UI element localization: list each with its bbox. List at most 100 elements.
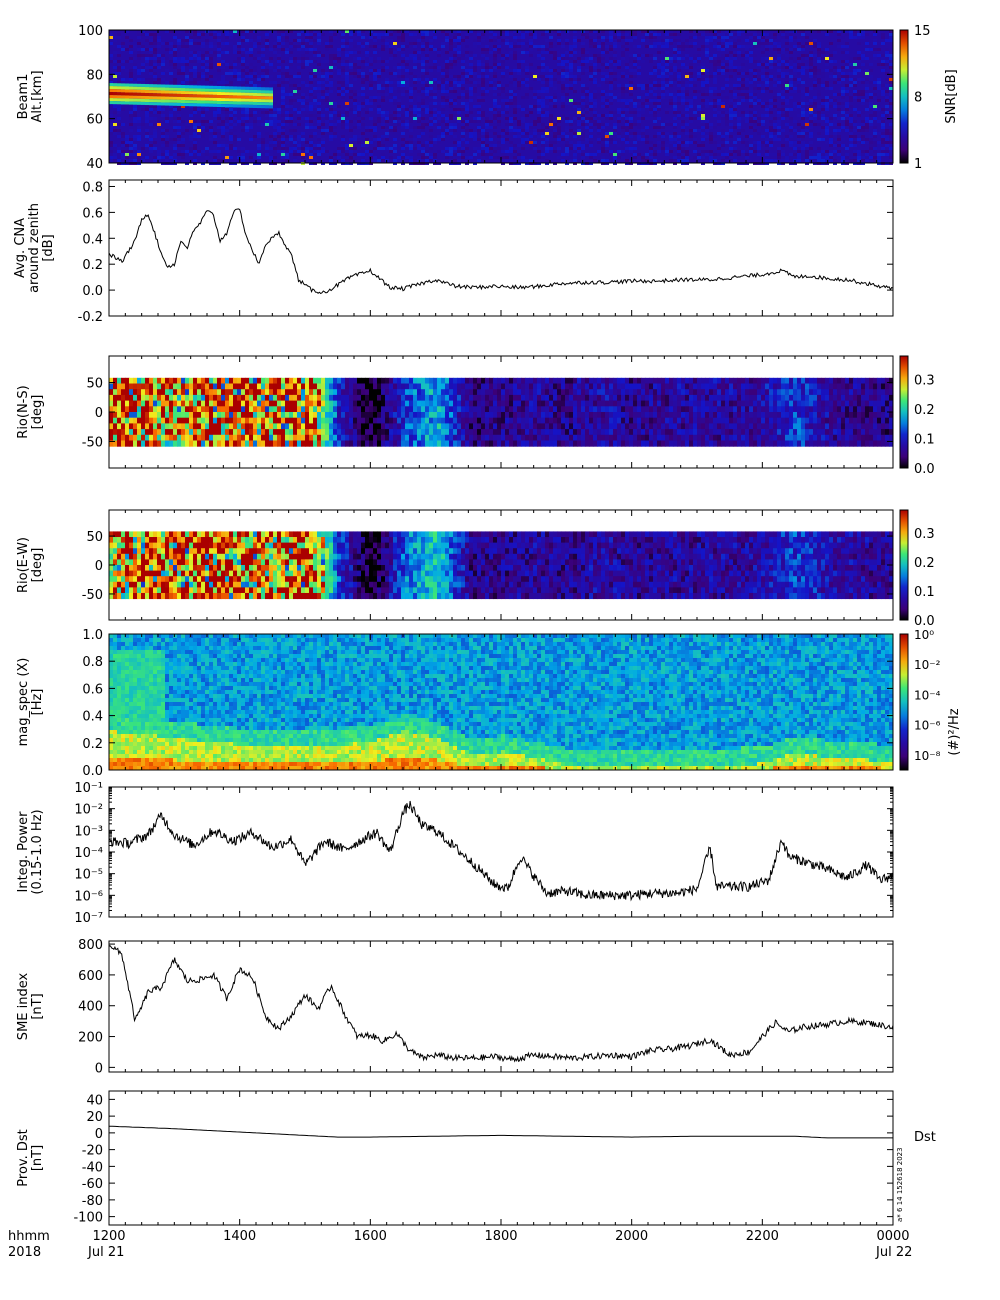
snr-cell bbox=[801, 99, 805, 102]
snr-cell bbox=[149, 105, 153, 108]
snr-cell bbox=[841, 93, 845, 96]
snr-cell bbox=[185, 51, 189, 54]
snr-cell bbox=[689, 30, 693, 33]
snr-cell bbox=[633, 132, 637, 135]
snr-cell bbox=[861, 135, 865, 138]
snr-cell bbox=[225, 33, 229, 36]
snr-cell bbox=[709, 126, 713, 129]
snr-cell bbox=[653, 36, 657, 39]
snr-cell bbox=[417, 57, 421, 60]
snr-cell bbox=[173, 81, 177, 84]
snr-cell bbox=[661, 87, 665, 90]
snr-cell bbox=[789, 75, 793, 78]
snr-cell bbox=[313, 153, 317, 156]
snr-cell bbox=[765, 45, 769, 48]
snr-cell bbox=[845, 60, 849, 63]
snr-cell bbox=[493, 156, 497, 159]
snr-cell bbox=[697, 126, 701, 129]
snr-cell bbox=[853, 84, 857, 87]
snr-cell bbox=[625, 102, 629, 105]
snr-cell bbox=[149, 78, 153, 81]
snr-cell bbox=[665, 57, 669, 60]
snr-cell bbox=[461, 93, 465, 96]
snr-cell bbox=[833, 132, 837, 135]
snr-cell bbox=[265, 144, 269, 147]
snr-cell bbox=[789, 108, 793, 111]
snr-cell bbox=[109, 159, 113, 162]
snr-cell bbox=[257, 60, 261, 63]
snr-cell bbox=[421, 117, 425, 120]
snr-cell bbox=[861, 99, 865, 102]
snr-cell bbox=[801, 117, 805, 120]
snr-cell bbox=[289, 63, 293, 66]
snr-layer-cell bbox=[113, 89, 117, 93]
snr-cell bbox=[253, 75, 257, 78]
snr-cell bbox=[797, 81, 801, 84]
snr-cell bbox=[401, 45, 405, 48]
snr-cell bbox=[349, 39, 353, 42]
snr-cell bbox=[569, 120, 573, 123]
snr-cell bbox=[617, 84, 621, 87]
snr-cell bbox=[689, 66, 693, 69]
snr-cell bbox=[753, 129, 757, 132]
snr-cell bbox=[825, 99, 829, 102]
snr-cell bbox=[741, 150, 745, 153]
snr-cell bbox=[673, 144, 677, 147]
snr-cell bbox=[645, 159, 649, 162]
snr-cell bbox=[653, 69, 657, 72]
snr-cell bbox=[797, 39, 801, 42]
snr-cell bbox=[149, 66, 153, 69]
snr-cell bbox=[769, 129, 773, 132]
snr-cell bbox=[209, 120, 213, 123]
snr-layer-cell bbox=[113, 92, 117, 96]
snr-cell bbox=[345, 42, 349, 45]
snr-cell bbox=[445, 96, 449, 99]
snr-cell bbox=[809, 114, 813, 117]
snr-cell bbox=[373, 99, 377, 102]
snr-cell bbox=[653, 33, 657, 36]
snr-cell bbox=[785, 99, 789, 102]
snr-cell bbox=[121, 60, 125, 63]
snr-cell bbox=[461, 126, 465, 129]
snr-cell bbox=[369, 108, 373, 111]
snr-cell bbox=[333, 111, 337, 114]
snr-cell bbox=[817, 111, 821, 114]
snr-cell bbox=[713, 54, 717, 57]
snr-cell bbox=[873, 33, 877, 36]
snr-cell bbox=[553, 69, 557, 72]
snr-cell bbox=[773, 153, 777, 156]
snr-cell bbox=[709, 60, 713, 63]
snr-cell bbox=[625, 39, 629, 42]
snr-cell bbox=[669, 69, 673, 72]
snr-cell bbox=[485, 48, 489, 51]
snr-cell bbox=[141, 156, 145, 159]
snr-cell bbox=[193, 75, 197, 78]
snr-cell bbox=[317, 36, 321, 39]
snr-cell bbox=[469, 111, 473, 114]
snr-cell bbox=[709, 132, 713, 135]
snr-cell bbox=[785, 135, 789, 138]
snr-cell bbox=[753, 93, 757, 96]
snr-cell bbox=[881, 60, 885, 63]
snr-cell bbox=[705, 84, 709, 87]
snr-cell bbox=[165, 156, 169, 159]
snr-cell bbox=[617, 66, 621, 69]
snr-cell bbox=[733, 84, 737, 87]
snr-cell bbox=[813, 123, 817, 126]
snr-cell bbox=[885, 135, 889, 138]
snr-cell bbox=[821, 114, 825, 117]
snr-cell bbox=[161, 60, 165, 63]
snr-cell bbox=[285, 54, 289, 57]
snr-cell bbox=[609, 87, 613, 90]
snr-cell bbox=[773, 63, 777, 66]
snr-cell bbox=[589, 144, 593, 147]
snr-cell bbox=[201, 75, 205, 78]
snr-cell bbox=[577, 147, 581, 150]
snr-cell bbox=[629, 111, 633, 114]
snr-cell bbox=[413, 126, 417, 129]
snr-cell bbox=[365, 129, 369, 132]
snr-cell bbox=[785, 90, 789, 93]
snr-cell bbox=[297, 135, 301, 138]
snr-cell bbox=[425, 153, 429, 156]
snr-cell bbox=[729, 123, 733, 126]
